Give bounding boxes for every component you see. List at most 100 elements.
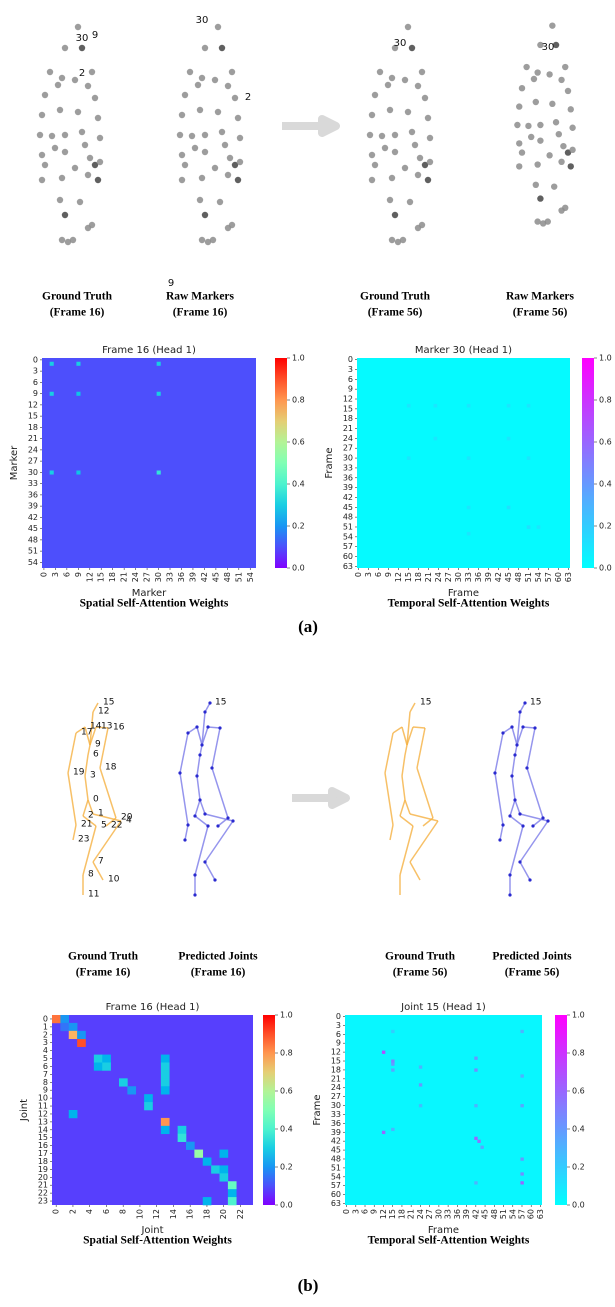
marker-dot xyxy=(404,23,412,31)
x-tick-label: 12 xyxy=(152,1209,161,1219)
marker-label: 9 xyxy=(168,278,174,289)
heatmap-cell xyxy=(418,1104,423,1108)
heatmap-cell xyxy=(227,1189,237,1198)
marker-dot xyxy=(418,68,426,76)
y-tick-label: 5 xyxy=(43,1054,48,1063)
bone xyxy=(89,711,94,746)
y-tick-label: 3 xyxy=(33,367,38,376)
x-tick-label: 42 xyxy=(494,572,503,582)
x-tick-label: 4 xyxy=(85,1209,94,1214)
x-tick-label: 18 xyxy=(414,572,423,582)
marker-dot xyxy=(234,176,242,184)
heatmap-cell xyxy=(520,1104,524,1108)
heatmap-cell xyxy=(466,531,471,536)
joint-dot xyxy=(195,774,199,778)
marker-dot xyxy=(178,111,186,119)
joint-dot xyxy=(193,893,197,897)
marker-label: 30 xyxy=(76,33,89,44)
bone xyxy=(401,754,406,777)
marker-dot xyxy=(91,161,99,169)
joint-dot xyxy=(518,710,522,714)
marker-dot xyxy=(388,236,396,244)
bone xyxy=(201,711,206,746)
heatmap-cell xyxy=(433,403,438,408)
y-axis-label: Marker xyxy=(9,445,20,480)
y-tick-label: 54 xyxy=(331,1172,341,1181)
bone xyxy=(409,702,416,713)
scene-frame: (Frame 56) xyxy=(368,307,423,319)
bone xyxy=(412,726,426,729)
joint-dot xyxy=(198,798,202,802)
bone xyxy=(519,861,531,881)
scene-frame: (Frame 56) xyxy=(393,967,448,979)
marker-dot xyxy=(36,131,44,139)
x-tick-label: 45 xyxy=(481,1209,490,1219)
bone xyxy=(87,799,94,815)
marker-dot xyxy=(201,148,209,156)
bone xyxy=(409,861,421,881)
joint-dot xyxy=(193,873,197,877)
joint-dot xyxy=(521,824,525,828)
marker-dot xyxy=(516,140,523,147)
scene-caption: Ground Truth xyxy=(68,951,139,963)
colorbar xyxy=(555,1015,567,1205)
x-tick-label: 14 xyxy=(169,1209,178,1219)
marker-dot xyxy=(537,41,544,49)
scene-caption: Predicted Joints xyxy=(178,951,258,963)
marker-dot xyxy=(518,149,526,156)
marker-dot xyxy=(401,164,409,172)
bone xyxy=(87,744,91,756)
marker-dot xyxy=(549,22,556,29)
bone xyxy=(82,799,89,817)
marker-dot xyxy=(549,100,556,108)
joint-label: 2 xyxy=(88,811,94,821)
marker-dot xyxy=(408,44,416,52)
bone xyxy=(509,799,516,817)
joint-dot xyxy=(206,824,210,828)
y-tick-label: 6 xyxy=(336,1030,341,1039)
heatmap-cell xyxy=(160,1117,170,1127)
bone xyxy=(522,726,536,729)
marker-dot xyxy=(218,128,226,136)
joint-dot xyxy=(208,701,212,705)
bone xyxy=(67,732,77,774)
heatmap-cell xyxy=(119,1078,128,1087)
bone xyxy=(92,861,104,881)
marker-dot xyxy=(56,196,64,204)
x-tick-label: 36 xyxy=(453,1209,462,1219)
joint-dot xyxy=(200,743,204,747)
y-tick-label: 4 xyxy=(43,1046,48,1055)
y-tick-label: 6 xyxy=(33,378,38,387)
y-tick-label: 8 xyxy=(43,1078,48,1087)
colorbar-tick-label: 1.0 xyxy=(572,1011,585,1020)
bone xyxy=(494,772,504,826)
scene-frame: (Frame 56) xyxy=(505,967,560,979)
marker-dot xyxy=(516,163,523,170)
heatmap-cell xyxy=(160,1086,170,1095)
marker-dot xyxy=(224,171,232,179)
joint-label: 20 xyxy=(121,813,133,823)
bone xyxy=(99,767,117,819)
colorbar-tick-label: 0.2 xyxy=(599,522,612,531)
marker-dot xyxy=(61,211,69,219)
marker-dot xyxy=(211,76,219,84)
y-tick-label: 6 xyxy=(43,1062,48,1071)
y-tick-label: 10 xyxy=(38,1094,48,1103)
marker-dot xyxy=(411,141,419,149)
marker-dot xyxy=(209,236,217,244)
bone xyxy=(199,799,206,815)
y-tick-label: 42 xyxy=(343,493,353,502)
colorbar-tick-label: 0.0 xyxy=(599,564,612,573)
y-tick-label: 19 xyxy=(38,1165,48,1174)
marker-dot xyxy=(562,63,569,71)
marker-dot xyxy=(84,82,92,90)
marker-dot xyxy=(376,68,384,76)
marker-dot xyxy=(558,76,565,84)
y-tick-label: 11 xyxy=(38,1102,48,1111)
panel-label: (b) xyxy=(298,1276,319,1295)
marker-label: 9 xyxy=(92,30,98,41)
heatmap-cell xyxy=(526,403,531,408)
bone xyxy=(92,820,122,863)
x-tick-label: 24 xyxy=(416,1209,425,1219)
x-tick-label: 57 xyxy=(544,572,553,582)
